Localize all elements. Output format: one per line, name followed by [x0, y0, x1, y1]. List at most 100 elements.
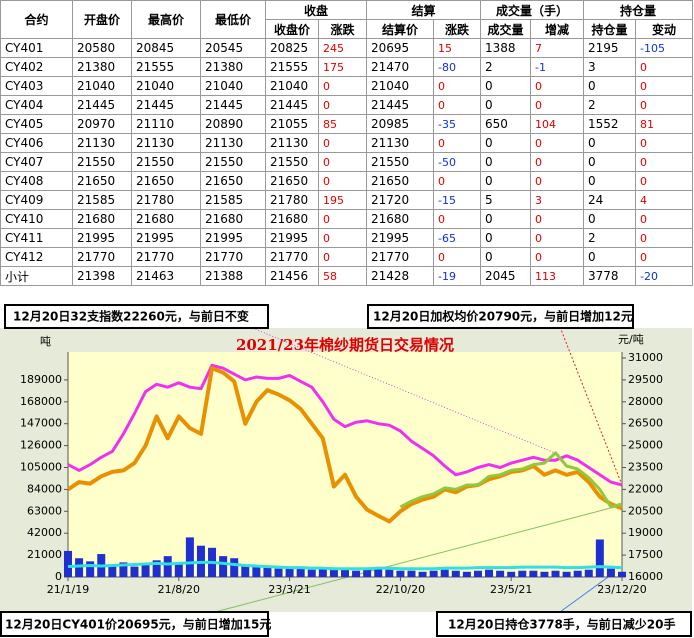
x-tick-label: 22/10/20 [376, 583, 425, 596]
y-tick-label: 42000 [27, 526, 62, 539]
y2-tick-label: 20500 [628, 504, 663, 517]
table-cell: 20845 [131, 38, 201, 58]
table-cell: 涨跌 [433, 19, 481, 39]
y-axis-label: 吨 [40, 335, 51, 348]
table-cell: CY407 [0, 152, 73, 172]
y-tick-label: 126000 [20, 439, 62, 452]
x-tick-label: 21/1/19 [47, 583, 89, 596]
annotation: 12月20日加权均价20790元，与前日增加12元 [373, 309, 633, 324]
volume-bar [462, 571, 471, 577]
volume-bar [174, 562, 183, 577]
x-tick-label: 23/12/20 [597, 583, 646, 596]
leader-line [214, 504, 623, 613]
table-cell: 175 [318, 57, 367, 77]
y-tick-label: 189000 [20, 373, 62, 386]
table-cell: 成交量 [480, 19, 531, 39]
volume-bar [274, 568, 283, 577]
y2-tick-label: 23500 [628, 461, 663, 474]
annotation-box [436, 611, 692, 637]
y2-tick-label: 31000 [628, 351, 663, 364]
table-cell: 21780 [265, 190, 319, 210]
table-cell: 113 [530, 266, 584, 286]
volume-bar [595, 539, 604, 577]
y2-axis-label: 元/吨 [618, 333, 644, 346]
volume-bar [473, 570, 482, 577]
y2-tick-label: 16000 [628, 570, 663, 583]
table-cell: 21456 [265, 266, 319, 286]
table-row: CY404 21445 21445 21445 21445 0 21445 0 0 0 2 0 [0, 95, 693, 115]
volume-bar [163, 556, 172, 577]
table-cell: 21380 [72, 57, 132, 77]
volume-bar [440, 569, 449, 577]
volume-bar [606, 568, 615, 577]
volume-bar [341, 568, 349, 577]
table-cell: 小计 [0, 266, 73, 286]
volume-bar [396, 570, 405, 577]
x-tick-label: 23/3/21 [268, 583, 310, 596]
table-cell: 21770 [265, 247, 319, 267]
x-tick-label: 23/5/21 [490, 583, 532, 596]
volume-bar [485, 569, 494, 577]
table-cell: 21650 [366, 171, 434, 191]
table-cell: 21130 [200, 133, 266, 153]
y-tick-label: 84000 [27, 482, 62, 495]
table-cell: 2045 [480, 266, 531, 286]
table-cell: 20580 [72, 38, 132, 58]
volume-bar [252, 566, 261, 577]
table-cell: 21130 [131, 133, 201, 153]
table-cell: 21995 [200, 228, 266, 248]
volume-bar [296, 567, 305, 577]
y2-tick-label: 26500 [628, 417, 663, 430]
table-cell: 21680 [131, 209, 201, 229]
y-tick-label: 168000 [20, 395, 62, 408]
table-row: CY411 21995 21995 21995 21995 0 21995 -65 0 0 2 0 [0, 228, 693, 248]
volume-bar [86, 561, 95, 577]
volume-bar [529, 570, 538, 577]
table-cell: 收盘价 [265, 19, 319, 39]
volume-bar [263, 567, 272, 577]
table-cell: CY405 [0, 114, 73, 134]
table-cell: 21550 [366, 152, 434, 172]
table-cell: 变动 [635, 19, 693, 39]
volume-bar [230, 558, 239, 577]
table-row: CY402 21380 21555 21380 21555 175 21470 -80 2 -1 3… [0, 57, 693, 77]
table-cell: 21445 [265, 95, 319, 115]
volume-bar [374, 568, 383, 577]
table-cell: 20985 [366, 114, 434, 134]
volume-bar [285, 568, 294, 577]
volume-bar [540, 571, 549, 577]
y2-tick-label: 29500 [628, 373, 663, 386]
table-cell: CY401 [0, 38, 73, 58]
table-cell: 21428 [366, 266, 434, 286]
y-tick-label: 0 [55, 570, 62, 583]
volume-bar [429, 570, 438, 577]
y2-tick-label: 19000 [628, 526, 663, 539]
volume-bar [108, 564, 117, 577]
table-cell: 合约 [0, 0, 73, 39]
table-cell: 21040 [366, 76, 434, 96]
leader-line [559, 326, 623, 486]
table-cell: 3778 [583, 266, 636, 286]
table-cell: 21055 [265, 114, 319, 134]
annotation-box [367, 304, 634, 329]
volume-bar [329, 567, 338, 577]
leader-line [559, 571, 616, 613]
volume-bar [385, 569, 394, 577]
table-row: 小计 21398 21463 21388 21456 58 21428 -19 2045 113 3… [0, 266, 693, 286]
table-cell: 21445 [72, 95, 132, 115]
volume-bar [618, 571, 626, 577]
volume-bar [318, 568, 327, 577]
y2-tick-label: 25000 [628, 439, 663, 452]
table-cell: 21040 [200, 76, 266, 96]
volume-bar [219, 556, 228, 577]
volume-bar [584, 569, 593, 577]
y-tick-label: 147000 [20, 417, 62, 430]
table-cell: 21650 [265, 171, 319, 191]
table-cell: 21770 [366, 247, 434, 267]
table-cell: 0 [635, 57, 693, 77]
table-cell: CY402 [0, 57, 73, 77]
table-cell: 21585 [200, 190, 266, 210]
volume-bar [418, 571, 427, 577]
table-cell: 104 [530, 114, 584, 134]
